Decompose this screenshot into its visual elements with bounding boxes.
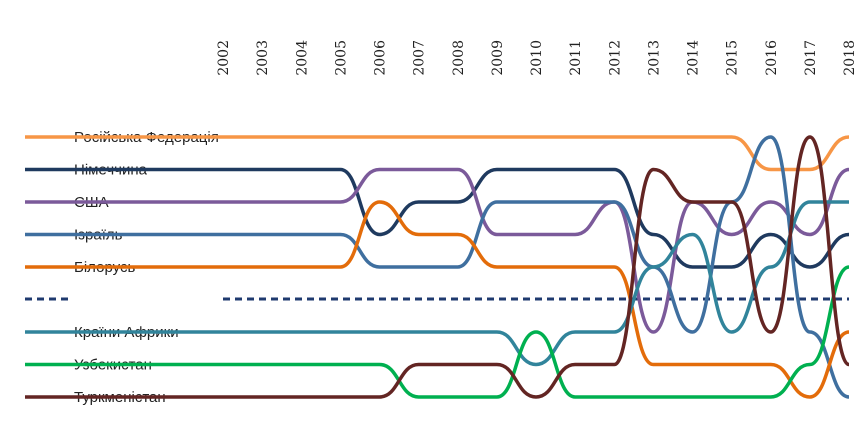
- year-label: 2015: [725, 40, 741, 76]
- series-line: [222, 135, 850, 172]
- series-line: [223, 167, 850, 269]
- series-line: [223, 200, 849, 367]
- year-label: 2008: [451, 40, 467, 76]
- series-line: [223, 135, 850, 399]
- year-label: 2010: [529, 40, 545, 76]
- series-line: [222, 167, 850, 334]
- series-line: [223, 135, 850, 399]
- year-label: 2016: [764, 40, 780, 76]
- series-line: [222, 200, 850, 399]
- year-label: 2007: [412, 40, 428, 76]
- year-label: 2003: [255, 40, 271, 76]
- year-label: 2018: [842, 40, 858, 76]
- year-label: 2014: [686, 40, 702, 76]
- year-label: 2009: [490, 40, 506, 76]
- year-label: 2017: [803, 40, 819, 76]
- year-label: 2005: [333, 40, 349, 76]
- year-label: 2004: [294, 40, 310, 76]
- year-label: 2013: [646, 40, 662, 76]
- series-line: [223, 265, 850, 399]
- year-label: 2011: [568, 40, 584, 76]
- year-label: 2006: [373, 40, 389, 76]
- year-label: 2002: [216, 40, 232, 76]
- year-label: 2012: [607, 40, 623, 76]
